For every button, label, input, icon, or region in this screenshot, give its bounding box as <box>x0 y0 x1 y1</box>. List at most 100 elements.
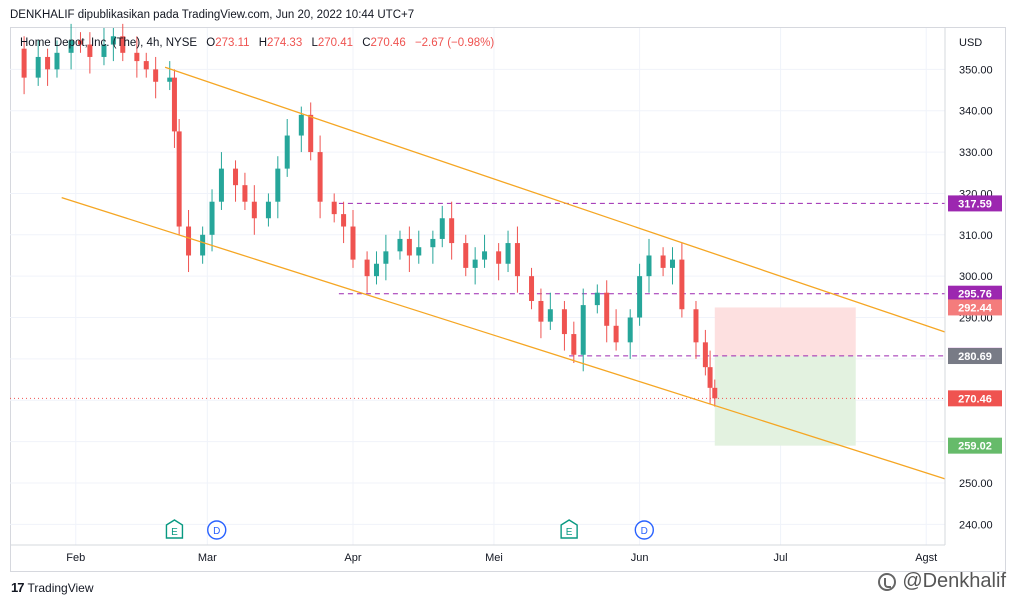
last-price-badge-bg <box>948 390 1002 407</box>
candle-body <box>406 238 412 256</box>
candle-body <box>200 234 206 256</box>
x-axis: Feb Mar Apr Mei Jun Jul Agst <box>10 544 945 564</box>
candle-body <box>186 226 192 256</box>
x-tick-label: Feb <box>66 552 85 564</box>
currency-label: USD <box>959 37 982 49</box>
candle-body <box>35 56 41 78</box>
channel-line-upper <box>164 66 946 333</box>
candle-body <box>679 259 685 310</box>
candle-body <box>449 218 455 244</box>
level-badge-resistance-bg <box>948 195 1002 212</box>
y-tick-label: 350.00 <box>959 64 993 76</box>
high-value: 274.33 <box>267 37 302 49</box>
attribution-text: DENKHALIF dipublikasikan pada TradingVie… <box>10 9 415 21</box>
dividend-icon <box>207 520 227 540</box>
y-tick-label: 310.00 <box>959 230 993 242</box>
candle-body <box>87 44 93 57</box>
candle-body <box>265 201 271 219</box>
candle-body <box>580 305 586 355</box>
change-value: −2.67 (−0.98%) <box>415 37 494 49</box>
level-lines <box>10 202 945 399</box>
candle-body <box>167 77 173 82</box>
y-tick-label: 290.00 <box>959 313 993 325</box>
candle-body <box>275 168 281 202</box>
candle-body <box>54 52 60 70</box>
candle-body <box>373 263 379 277</box>
candle-body <box>613 325 619 343</box>
candle-body <box>341 214 347 227</box>
candle-body <box>308 114 314 153</box>
x-tick-label: Jun <box>631 552 649 564</box>
tradingview-logo-icon: 17 <box>11 580 25 595</box>
candle-body <box>364 259 370 277</box>
candle-body <box>669 259 675 268</box>
low-label: L <box>311 37 318 49</box>
tiktok-icon <box>878 572 897 591</box>
candle-body <box>604 292 610 326</box>
candle-body <box>45 56 51 70</box>
candle-body <box>77 40 83 45</box>
x-tick-label: Jul <box>774 552 788 564</box>
stop-loss-zone <box>714 307 856 357</box>
channel-line-lower <box>61 196 946 480</box>
candle-body <box>505 243 511 264</box>
candle-body <box>702 342 708 368</box>
candle-body <box>707 367 713 388</box>
open-value: 273.11 <box>215 37 249 49</box>
dividend-icon <box>634 520 654 540</box>
candle-body <box>538 300 544 322</box>
y-tick-label: 250.00 <box>959 478 993 490</box>
candle-body <box>242 185 248 202</box>
candle-body <box>176 131 182 227</box>
target-badge-bg <box>948 437 1002 454</box>
candle-body <box>233 168 239 186</box>
candle-body <box>317 152 323 202</box>
candle-body <box>660 255 666 268</box>
earnings-glyph: E <box>566 527 573 538</box>
candle-body <box>101 44 107 57</box>
candle-body <box>637 276 643 318</box>
earnings-icon <box>165 519 184 539</box>
y-tick-label: 300.00 <box>959 271 993 283</box>
dividend-glyph: D <box>213 526 220 537</box>
candle-body <box>171 77 177 132</box>
candle-body <box>529 276 535 301</box>
candle-body <box>472 259 478 268</box>
position-zones <box>714 307 856 446</box>
stop-badge: 292.44 <box>958 302 993 314</box>
dividend-glyph: D <box>641 526 648 537</box>
level-badge-support: 295.76 <box>958 289 992 301</box>
ohlc-legend: Home Depot, Inc. (The), 4h, NYSE O273.11… <box>20 37 494 49</box>
candle-body <box>482 251 488 260</box>
candle-body <box>463 243 469 268</box>
level-badge-resistance: 317.59 <box>958 198 992 210</box>
high-label: H <box>259 37 267 49</box>
candle-body <box>430 238 436 248</box>
candle-body <box>627 317 633 343</box>
candle-body <box>251 201 257 219</box>
symbol-label: Home Depot, Inc. (The), 4h, NYSE <box>20 37 197 49</box>
candle-body <box>218 168 224 202</box>
candle-body <box>134 52 140 62</box>
brand-label: TradingView <box>27 580 94 595</box>
y-tick-label: 240.00 <box>959 519 993 531</box>
close-value: 270.46 <box>371 37 406 49</box>
x-tick-label: Agst <box>915 552 937 564</box>
x-tick-label: Apr <box>344 552 361 564</box>
y-tick-label: 340.00 <box>959 106 993 118</box>
candle-body <box>153 69 159 82</box>
candle-body <box>331 201 337 215</box>
tradingview-brand[interactable]: 17 TradingView <box>11 580 94 595</box>
candle-body <box>416 247 422 256</box>
candles <box>21 23 718 407</box>
stop-badge-bg <box>948 299 1002 316</box>
last-price-badge: 270.46 <box>958 393 992 405</box>
earnings-icon <box>560 519 578 539</box>
candle-body <box>514 243 520 277</box>
grid <box>10 28 945 545</box>
close-label: C <box>362 37 370 49</box>
candle-body <box>397 238 403 252</box>
channel-lines[interactable] <box>61 66 946 480</box>
